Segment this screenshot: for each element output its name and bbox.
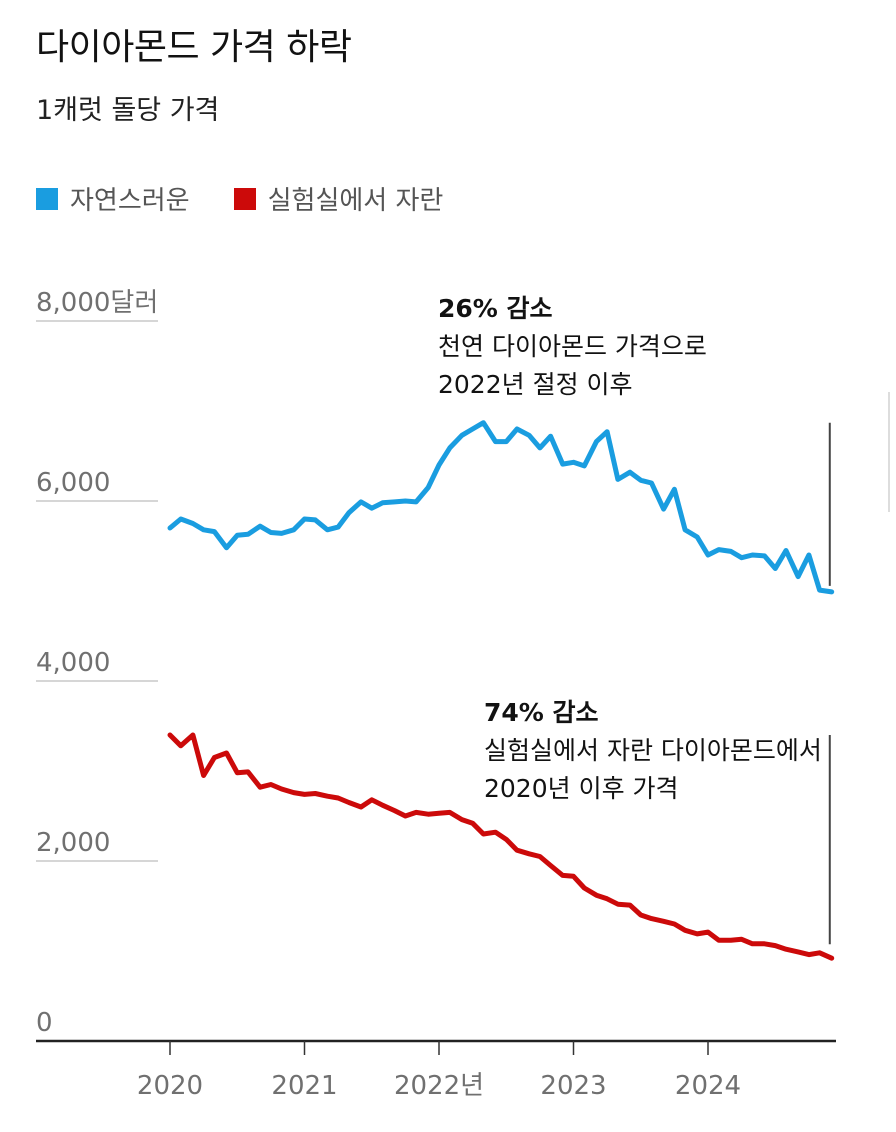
y-tick-label-2000: 2,000 (36, 828, 110, 858)
series-line-natural (167, 420, 835, 595)
legend-swatch-natural (36, 187, 58, 210)
chart-subtitle: 1캐럿 돌당 가격 (36, 95, 220, 126)
annotation-lab-line-2: 2020년 이후 가격 (484, 774, 679, 803)
x-tick-label-2023: 2023 (540, 1071, 606, 1101)
y-tick-label-6000: 6,000 (36, 468, 110, 498)
chart-title: 다이아몬드 가격 하락 (36, 27, 352, 68)
legend-label-natural: 자연스러운 (70, 186, 190, 216)
series-line-lab (167, 732, 835, 961)
page-edge-divider (888, 392, 896, 512)
annotation-natural: 26% 감소 천연 다이아몬드 가격으로 2022년 절정 이후 (438, 290, 707, 404)
y-tick-label-0: 0 (36, 1008, 53, 1038)
annotation-natural-line-2: 2022년 절정 이후 (438, 370, 633, 399)
annotation-natural-headline: 26% 감소 (438, 294, 553, 323)
legend: 자연스러운 실험실에서 자란 (36, 180, 487, 217)
y-tick-label-4000: 4,000 (36, 648, 110, 678)
annotation-natural-line-1: 천연 다이아몬드 가격으로 (438, 332, 707, 361)
legend-swatch-lab (233, 187, 256, 210)
annotation-lab-headline: 74% 감소 (484, 698, 599, 727)
x-tick-label-2024: 2024 (675, 1071, 741, 1101)
legend-item-natural: 자연스러운 (36, 180, 190, 217)
annotation-lab: 74% 감소 실험실에서 자란 다이아몬드에서 2020년 이후 가격 (484, 694, 822, 808)
x-tick-label-2021: 2021 (271, 1071, 337, 1101)
legend-label-lab: 실험실에서 자란 (267, 186, 444, 216)
y-tick-label-8000: 8,000달러 (36, 288, 158, 318)
annotation-lab-line-1: 실험실에서 자란 다이아몬드에서 (484, 736, 822, 765)
legend-item-lab: 실험실에서 자란 (233, 180, 444, 217)
x-tick-label-2020: 2020 (137, 1071, 203, 1101)
x-tick-label-2022: 2022년 (394, 1071, 484, 1101)
